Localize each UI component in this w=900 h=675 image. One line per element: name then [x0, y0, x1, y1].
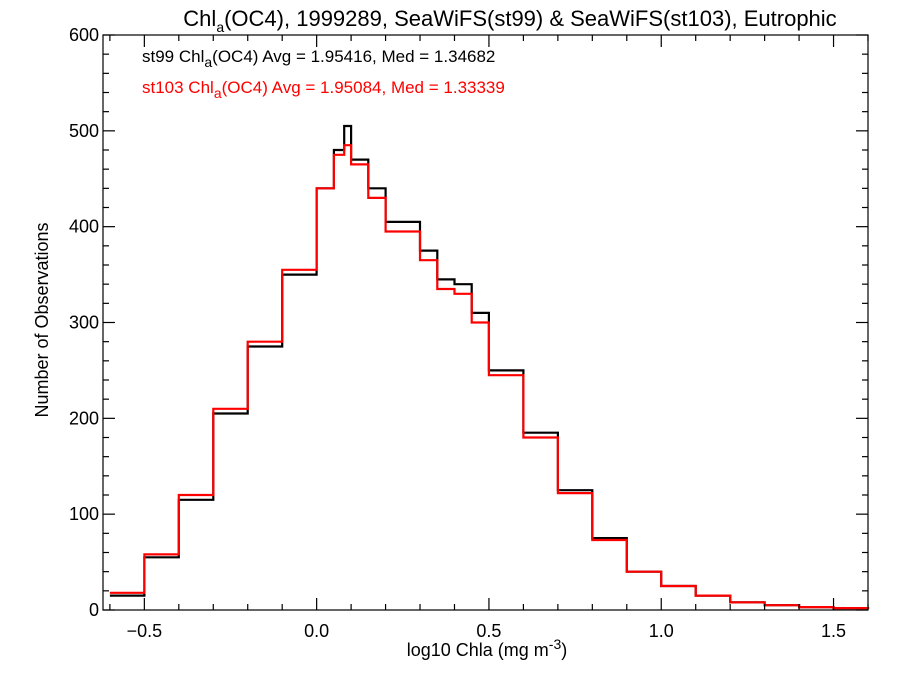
y-tick-label: 400 — [69, 217, 99, 237]
chart-title: Chla(OC4), 1999289, SeaWiFS(st99) & SeaW… — [183, 6, 836, 35]
x-axis-label: log10 Chla (mg m-3) — [407, 636, 568, 660]
histogram-series-st103 — [109, 144, 870, 610]
x-tick-label: 1.5 — [821, 621, 846, 641]
y-tick-label: 100 — [69, 504, 99, 524]
y-tick-label: 200 — [69, 408, 99, 428]
y-tick-label: 500 — [69, 121, 99, 141]
axes: −0.5 0.0 0.5 1.0 1.5 0 100 200 300 400 500 600 — [69, 25, 869, 641]
x-tick-label: 0.0 — [304, 621, 329, 641]
x-tick-label: 1.0 — [649, 621, 674, 641]
x-tick-label: −0.5 — [127, 621, 163, 641]
y-axis-label: Number of Observations — [32, 222, 52, 417]
legend-entry-st103: st103 Chla(OC4) Avg = 1.95084, Med = 1.3… — [142, 78, 505, 101]
y-tick-label: 0 — [89, 600, 99, 620]
x-tick-label: 0.5 — [476, 621, 501, 641]
series-layer — [109, 124, 870, 610]
legend-entry-st99: st99 Chla(OC4) Avg = 1.95416, Med = 1.34… — [142, 47, 495, 70]
legend: st99 Chla(OC4) Avg = 1.95416, Med = 1.34… — [142, 47, 505, 101]
y-tick-label: 300 — [69, 313, 99, 333]
y-tick-label: 600 — [69, 25, 99, 45]
